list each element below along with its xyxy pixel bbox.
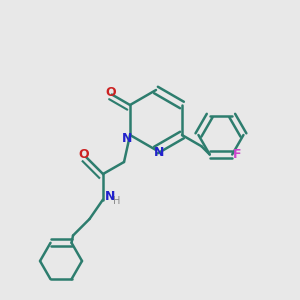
Text: O: O [78, 148, 89, 161]
Text: N: N [122, 131, 132, 145]
Text: O: O [105, 86, 116, 100]
Text: H: H [113, 196, 120, 206]
Text: N: N [154, 146, 164, 160]
Text: N: N [105, 190, 116, 203]
Text: F: F [232, 148, 241, 161]
